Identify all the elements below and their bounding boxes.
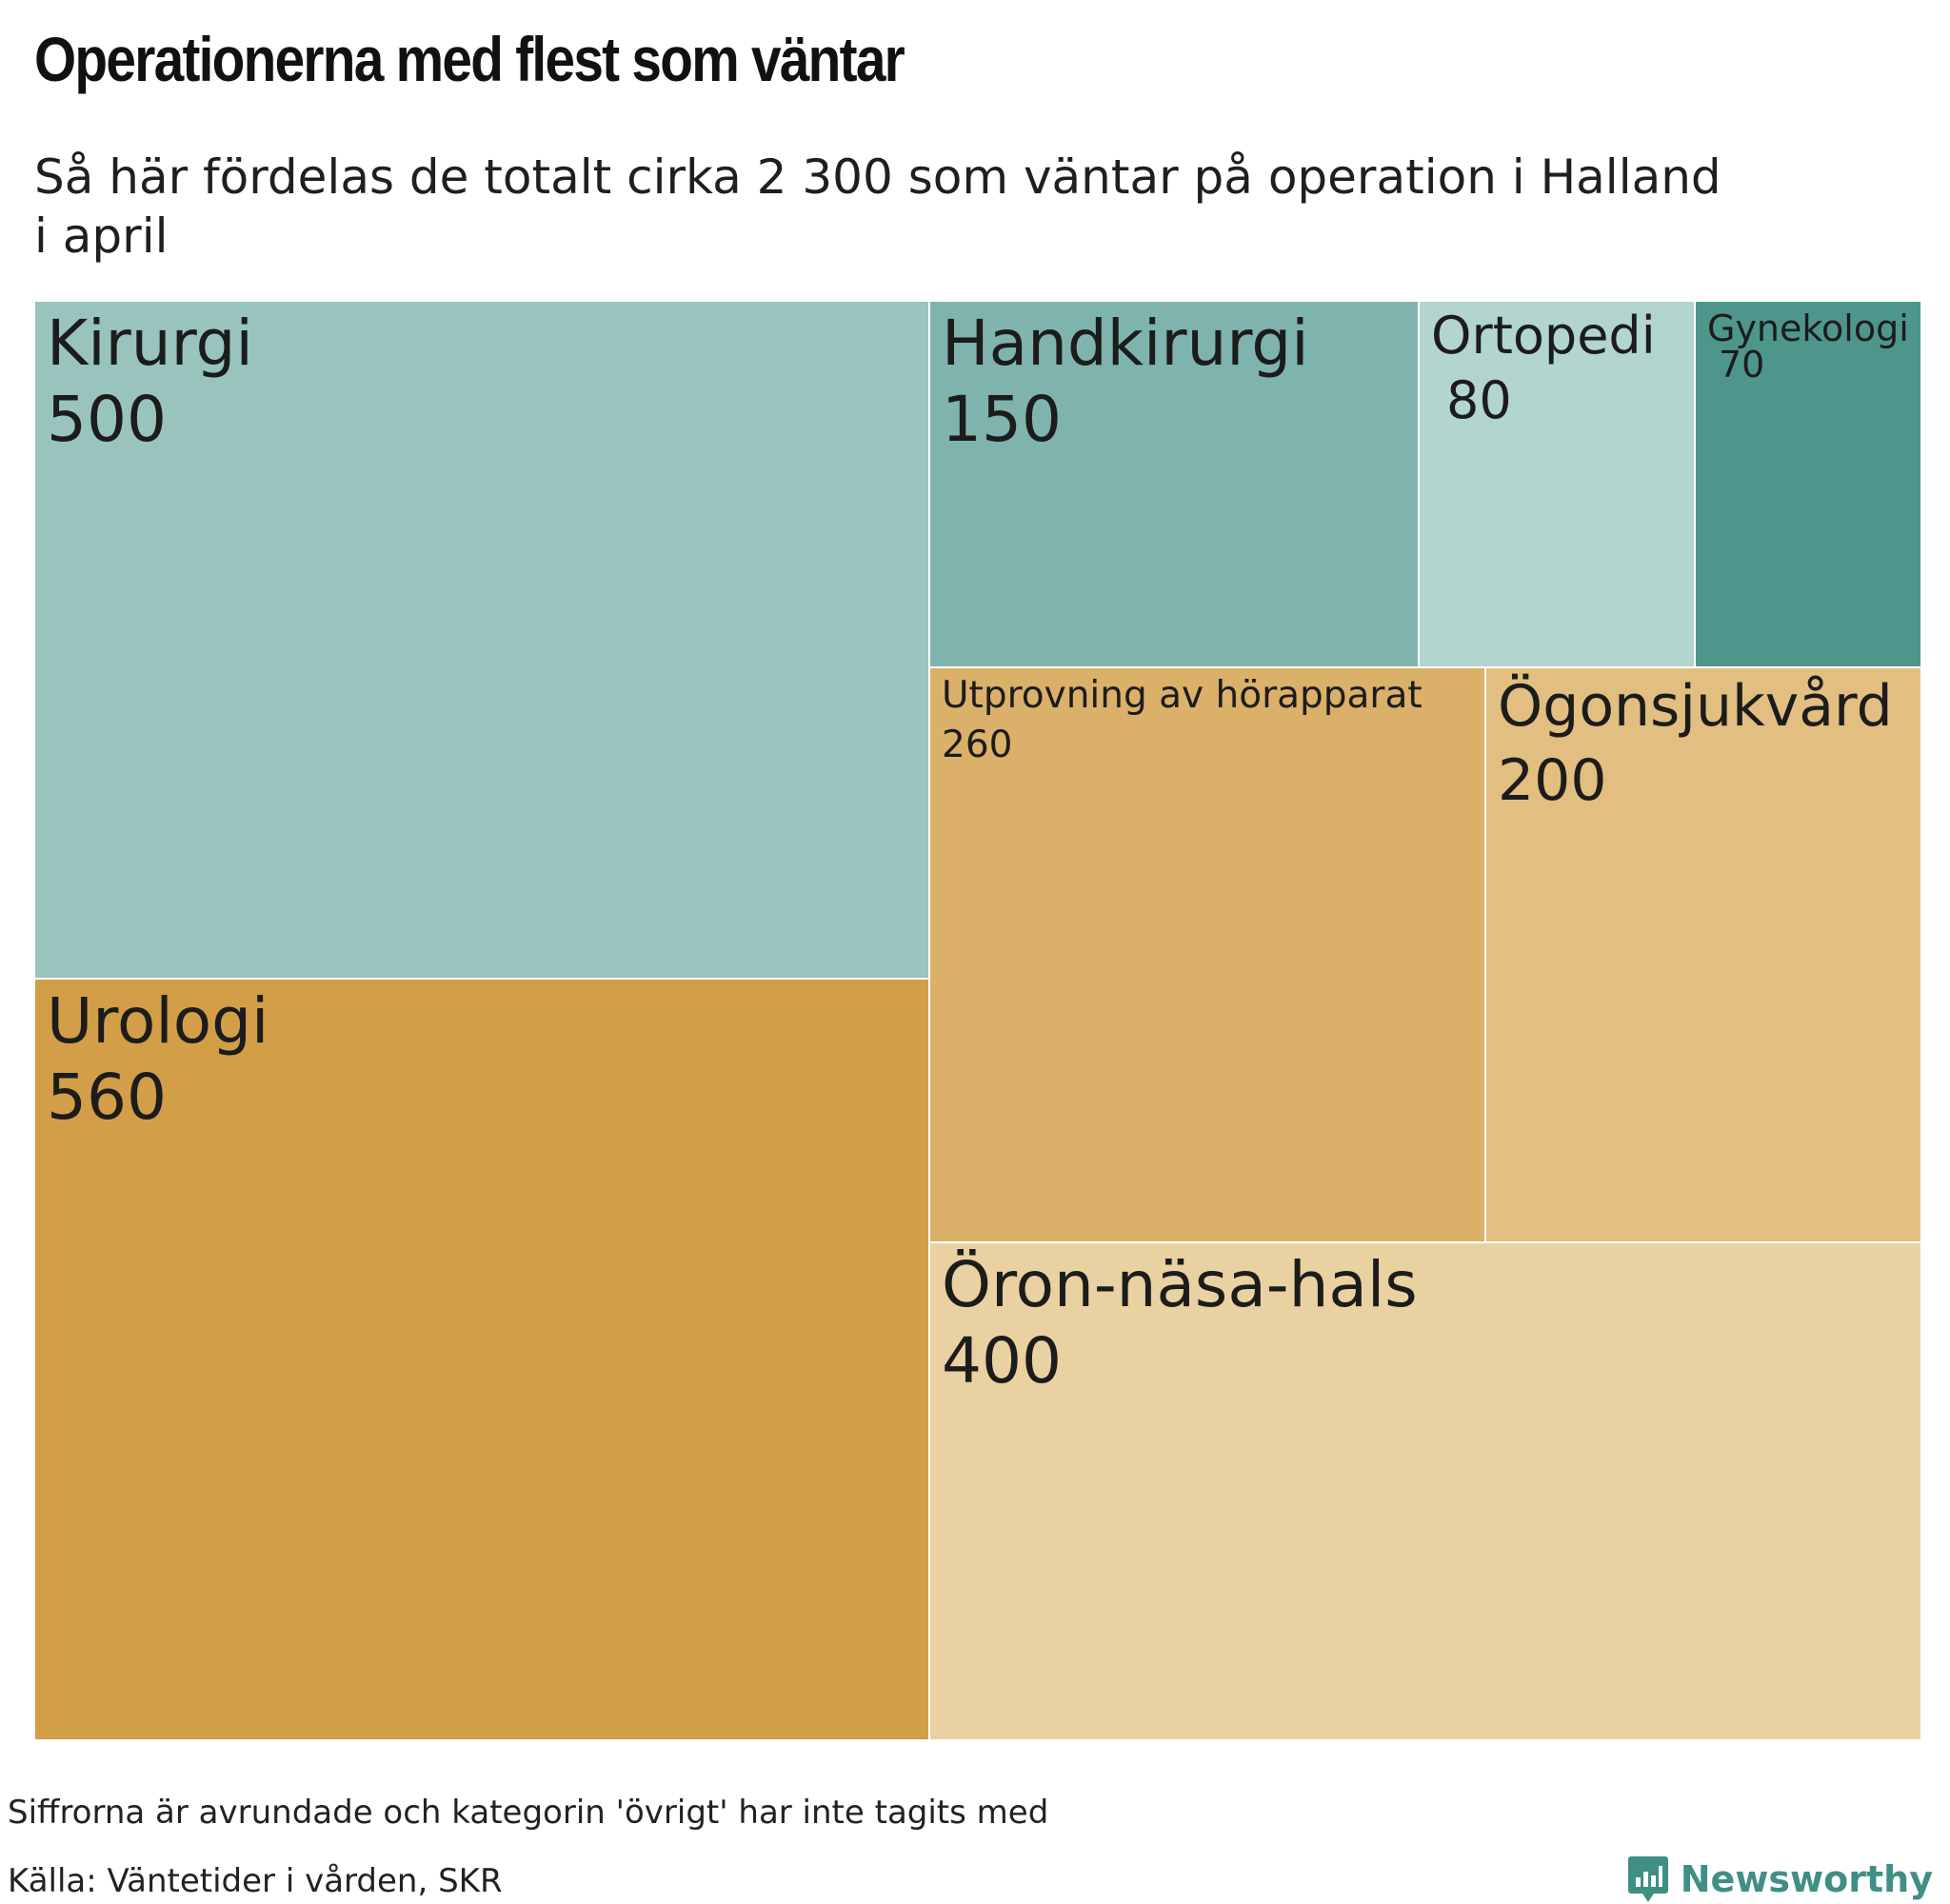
- treemap: Urologi 560 Kirurgi 500 Öron-näsa-hals 400 Utp…: [34, 301, 1921, 1740]
- source-note: Källa: Väntetider i vården, SKR: [8, 1862, 503, 1900]
- tile-label: Handkirurgi: [942, 307, 1309, 380]
- tile-value: 80: [1446, 370, 1512, 430]
- treemap-tile-urologi: Urologi 560: [34, 979, 929, 1740]
- tile-value: 70: [1719, 344, 1765, 386]
- newsworthy-logo: Newsworthy: [1627, 1854, 1933, 1904]
- tile-value: 260: [942, 724, 1013, 766]
- tile-label: Öron-näsa-hals: [942, 1248, 1418, 1321]
- treemap-tile-kirurgi: Kirurgi 500: [34, 301, 929, 979]
- tile-value: 500: [47, 383, 167, 456]
- bar-chart-icon: [1627, 1856, 1668, 1902]
- footnote: Siffrorna är avrundade och kategorin 'öv…: [8, 1794, 1049, 1832]
- treemap-tile-ögonsjukvård: Ögonsjukvård 200: [1485, 667, 1921, 1242]
- tile-value: 560: [47, 1061, 167, 1134]
- logo-text: Newsworthy: [1680, 1858, 1933, 1900]
- tile-label: Ögonsjukvård: [1498, 673, 1893, 740]
- tile-label: Gynekologi: [1707, 307, 1909, 349]
- treemap-tile-handkirurgi: Handkirurgi 150: [929, 301, 1419, 667]
- chart-subtitle: Så här fördelas de totalt cirka 2 300 so…: [34, 149, 1721, 264]
- treemap-tile-ortopedi: Ortopedi 80: [1419, 301, 1695, 667]
- treemap-tile-gynekologi: Gynekologi 70: [1695, 301, 1921, 667]
- tile-value: 400: [942, 1324, 1062, 1398]
- chart-title: Operationerna med flest som väntar: [34, 24, 905, 94]
- treemap-tile-utprovning-av-hörapparat: Utprovning av hörapparat 260: [929, 667, 1485, 1242]
- tile-label: Ortopedi: [1431, 306, 1656, 366]
- tile-label: Kirurgi: [47, 307, 253, 380]
- tile-value: 150: [942, 383, 1062, 456]
- tile-label: Urologi: [47, 984, 269, 1058]
- treemap-tile-öron-näsa-hals: Öron-näsa-hals 400: [929, 1242, 1921, 1740]
- tile-label: Utprovning av hörapparat: [942, 674, 1423, 717]
- tile-value: 200: [1498, 747, 1607, 814]
